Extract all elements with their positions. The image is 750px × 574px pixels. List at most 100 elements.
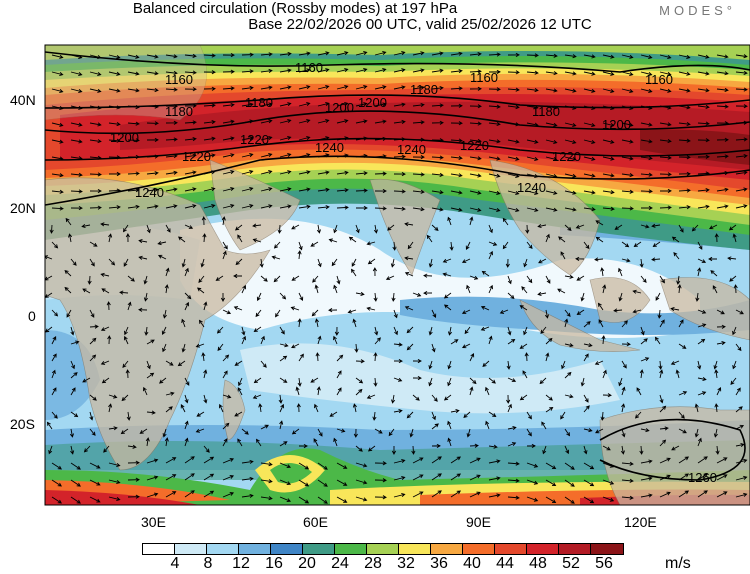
wind-arrow [461, 343, 471, 349]
wind-arrow [469, 457, 481, 464]
wind-arrow [697, 71, 710, 76]
wind-arrow [676, 275, 681, 285]
wind-arrow [373, 292, 378, 302]
wind-arrow [621, 88, 634, 94]
wind-arrow [336, 136, 349, 141]
wind-arrow [614, 224, 623, 230]
wind-arrow [70, 189, 83, 194]
wind-arrow [177, 360, 186, 367]
wind-arrow [165, 204, 178, 209]
wind-arrow [670, 307, 680, 312]
wind-arrow [602, 369, 607, 379]
colorbar-tick: 36 [430, 555, 448, 572]
wind-arrow [373, 224, 378, 234]
wind-arrow [602, 206, 615, 211]
wind-arrow [126, 411, 131, 421]
contour-label: 1240 [315, 140, 344, 155]
wind-arrow [89, 428, 96, 436]
wind-arrow [526, 88, 539, 93]
contour-label: 1160 [165, 72, 193, 87]
wind-arrow [469, 443, 479, 448]
wind-arrow [583, 321, 591, 328]
wind-arrow [564, 394, 574, 399]
wind-arrow [89, 139, 102, 144]
wind-arrow [469, 491, 481, 498]
wind-arrow [89, 324, 99, 329]
wind-arrow [716, 71, 729, 76]
wind-arrow [119, 290, 129, 295]
wind-arrow [108, 496, 121, 501]
colorbar-swatch [591, 544, 623, 554]
wind-arrow [222, 422, 230, 430]
wind-arrow [678, 319, 684, 328]
wind-arrow [127, 477, 140, 482]
wind-arrow [184, 53, 197, 58]
wind-arrow [450, 86, 463, 91]
wind-arrow [279, 85, 292, 90]
wind-arrow [526, 275, 533, 284]
wind-arrow [545, 207, 558, 212]
wind-arrow [203, 136, 216, 141]
wind-arrow [506, 360, 511, 370]
wind-arrow [412, 68, 425, 73]
wind-arrow [640, 224, 650, 229]
wind-arrow [602, 156, 615, 161]
wind-arrow [146, 475, 159, 481]
wind-arrow [659, 172, 672, 177]
lon-label: 60E [303, 514, 328, 530]
wind-arrow [659, 275, 665, 284]
wind-arrow [728, 224, 737, 231]
wind-arrow [51, 189, 64, 194]
wind-arrow [222, 53, 235, 58]
wind-arrow [51, 71, 64, 76]
wind-arrow [222, 102, 235, 108]
wind-arrow [235, 258, 243, 266]
contour-label: 1220 [182, 149, 211, 164]
wind-arrow [89, 241, 98, 247]
colorbar-tick: 56 [595, 555, 613, 572]
wind-arrow [678, 155, 691, 160]
wind-arrow [393, 492, 406, 498]
wind-arrow [70, 54, 83, 59]
wind-arrow [697, 437, 702, 447]
wind-arrow [146, 204, 159, 209]
wind-arrow [694, 403, 699, 413]
wind-arrow [545, 275, 551, 284]
wind-arrow [507, 87, 520, 92]
wind-arrow [678, 138, 691, 143]
wind-arrow [431, 224, 439, 232]
wind-arrow [89, 105, 102, 110]
wind-arrow [273, 241, 281, 249]
wind-arrow [560, 251, 566, 260]
wind-arrow [659, 457, 671, 464]
wind-arrow [317, 119, 330, 124]
wind-arrow [507, 122, 520, 127]
wind-arrow [108, 479, 121, 484]
wind-arrow [621, 403, 626, 413]
wind-arrow [165, 474, 177, 481]
wind-arrow [203, 456, 215, 464]
wind-arrow [89, 172, 102, 177]
wind-arrow [404, 272, 414, 277]
colorbar-tick: 32 [397, 555, 415, 572]
wind-arrow [146, 121, 159, 126]
wind-arrow [165, 137, 178, 142]
europe-mideast [45, 45, 207, 121]
wind-arrow [355, 479, 368, 485]
wind-arrow [597, 302, 604, 311]
wind-arrow [621, 428, 626, 438]
wind-arrow [412, 189, 425, 194]
wind-arrow [697, 309, 707, 314]
wind-arrow [374, 337, 381, 345]
wind-arrow [545, 122, 558, 127]
wind-arrow [252, 238, 262, 243]
wind-arrow [431, 51, 444, 56]
wind-arrow [146, 54, 159, 59]
wind-arrow [729, 275, 737, 282]
colorbar-unit: m/s [665, 555, 691, 572]
wind-arrow [521, 286, 528, 294]
wind-arrow [538, 258, 547, 264]
wind-arrow [255, 309, 262, 318]
wind-arrow [279, 355, 288, 362]
wind-arrow [70, 258, 77, 266]
